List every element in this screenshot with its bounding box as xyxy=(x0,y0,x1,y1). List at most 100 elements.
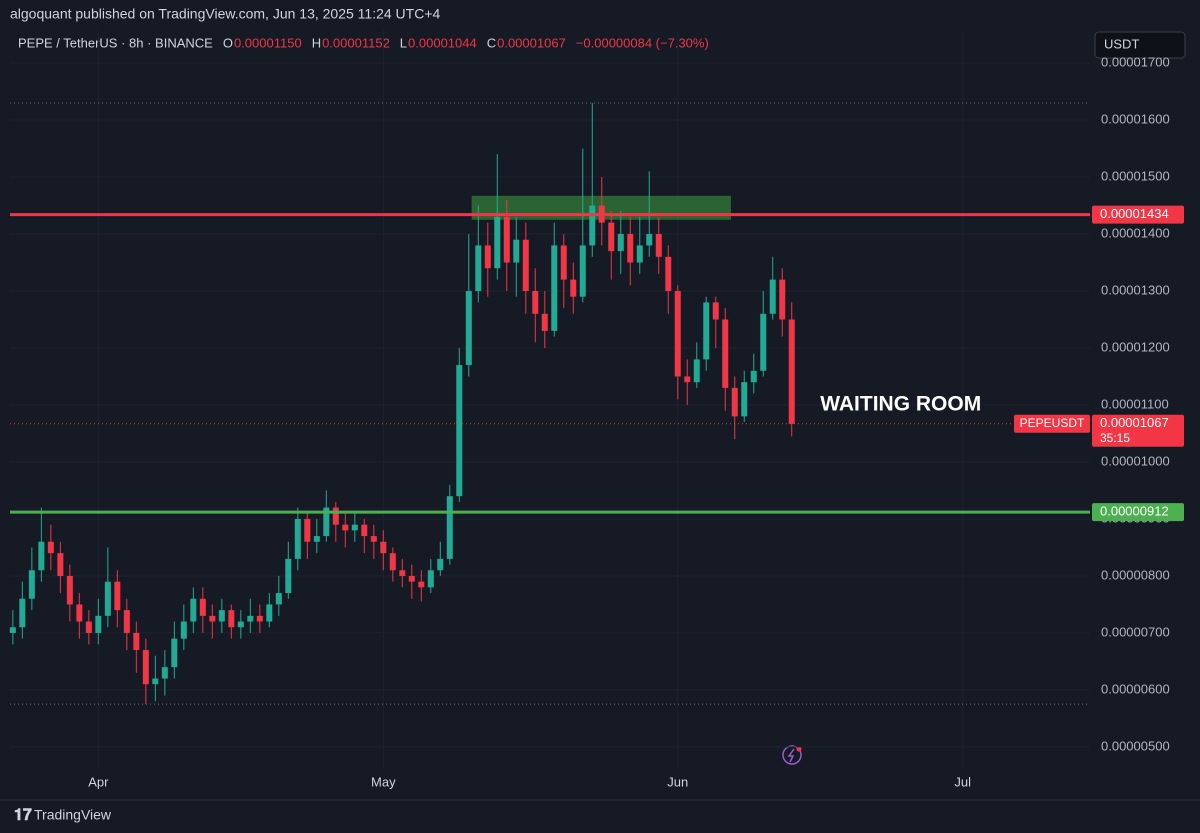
ohlc-key: O xyxy=(223,35,233,50)
candle-body xyxy=(560,245,567,280)
y-tick-label: 0.00001100 xyxy=(1101,396,1169,411)
candle-body xyxy=(703,302,710,360)
candle-body xyxy=(731,387,738,417)
candle-body xyxy=(256,615,263,622)
candle-body xyxy=(209,615,216,622)
candle-body xyxy=(228,610,235,628)
alert-icon[interactable] xyxy=(782,745,802,765)
candle-body xyxy=(38,541,45,571)
y-tick-label: 0.00000700 xyxy=(1101,624,1170,639)
annotation: WAITING ROOM xyxy=(820,393,981,416)
logo-icon: 𝟏𝟕 xyxy=(14,807,32,824)
price-tag xyxy=(1092,414,1184,447)
candle-body xyxy=(465,291,472,366)
candle-body xyxy=(494,216,501,269)
candle-body xyxy=(570,279,577,297)
candle-body xyxy=(342,524,349,531)
x-tick-label: May xyxy=(371,774,396,789)
level-label: 0.00000912 xyxy=(1100,504,1169,519)
candle-body xyxy=(627,234,634,263)
candle-body xyxy=(380,541,387,554)
candle-body xyxy=(456,365,463,497)
candle-body xyxy=(142,650,149,685)
candle-body xyxy=(399,570,406,576)
ohlc-value: 0.00001150 xyxy=(234,35,302,50)
candle-body xyxy=(446,496,453,559)
x-tick-label: Apr xyxy=(88,774,109,789)
candle-body xyxy=(351,524,358,531)
candle-body xyxy=(389,553,396,571)
candle-body xyxy=(532,291,539,314)
candle-body xyxy=(437,558,444,571)
candle-body xyxy=(285,558,292,594)
y-tick-label: 0.00001500 xyxy=(1101,168,1170,183)
candle-body xyxy=(788,319,795,424)
y-tick-label: 0.00001300 xyxy=(1101,282,1170,297)
candle-body xyxy=(104,581,111,616)
candle-body xyxy=(247,615,254,622)
candle-body xyxy=(741,382,748,417)
candle-body xyxy=(313,536,320,542)
candle-body xyxy=(636,245,643,263)
currency-box[interactable] xyxy=(1094,31,1186,59)
candle-body xyxy=(541,313,548,331)
candle-body xyxy=(589,205,596,246)
candle-body xyxy=(684,376,691,383)
ohlc-key: H xyxy=(312,35,321,50)
candle-body xyxy=(608,222,615,252)
candle-body xyxy=(522,239,529,292)
candle-body xyxy=(323,507,330,537)
candle-body xyxy=(551,245,558,331)
countdown: 35:15 xyxy=(1100,431,1130,445)
price-label: 0.00001067 xyxy=(1100,415,1169,430)
candle-body xyxy=(665,256,672,292)
candle-body xyxy=(769,279,776,314)
candle-body xyxy=(190,598,197,622)
candle-body xyxy=(19,598,26,628)
candle-body xyxy=(427,570,434,588)
candle-body xyxy=(674,291,681,377)
candle-body xyxy=(85,621,92,633)
x-tick-label: Jul xyxy=(954,774,971,789)
plot xyxy=(9,30,1090,768)
y-tick-label: 0.00000600 xyxy=(1101,681,1170,696)
candle-body xyxy=(47,541,54,554)
candle-body xyxy=(133,632,140,651)
candle-body xyxy=(513,239,520,263)
candle-body xyxy=(218,610,225,622)
level-label: 0.00001434 xyxy=(1100,206,1169,221)
candle-body xyxy=(76,604,83,622)
candle-body xyxy=(266,604,273,622)
y-tick-label: 0.00000500 xyxy=(1101,738,1170,753)
candle-body xyxy=(114,581,121,611)
y-tick-label: 0.00000800 xyxy=(1101,567,1170,582)
x-tick-label: Jun xyxy=(667,774,688,789)
candle-body xyxy=(779,279,786,320)
candle-body xyxy=(712,302,719,320)
candle-body xyxy=(646,234,653,246)
y-tick-label: 0.00001200 xyxy=(1101,339,1170,354)
y-tick-label: 0.00001700 xyxy=(1101,54,1170,69)
candle-body xyxy=(294,518,301,559)
candle-body xyxy=(693,359,700,383)
alert-dot xyxy=(796,746,802,752)
candle-body xyxy=(95,615,102,633)
candle-body xyxy=(123,610,130,633)
candle-body xyxy=(655,234,662,257)
candle-body xyxy=(617,234,624,252)
candle-body xyxy=(361,524,368,537)
brand: TradingView xyxy=(34,807,112,823)
candle-body xyxy=(484,245,491,269)
level-tag xyxy=(1092,205,1184,224)
currency[interactable]: USDT xyxy=(1104,36,1139,51)
candle-body xyxy=(199,598,206,616)
ohlc-key: L xyxy=(400,35,407,50)
candle-body xyxy=(579,245,586,297)
alert-bolt xyxy=(787,748,795,763)
candle-body xyxy=(171,638,178,668)
candle-body xyxy=(722,319,729,388)
candle-body xyxy=(66,575,73,605)
candle-body xyxy=(57,553,64,576)
candle-body xyxy=(503,216,510,263)
